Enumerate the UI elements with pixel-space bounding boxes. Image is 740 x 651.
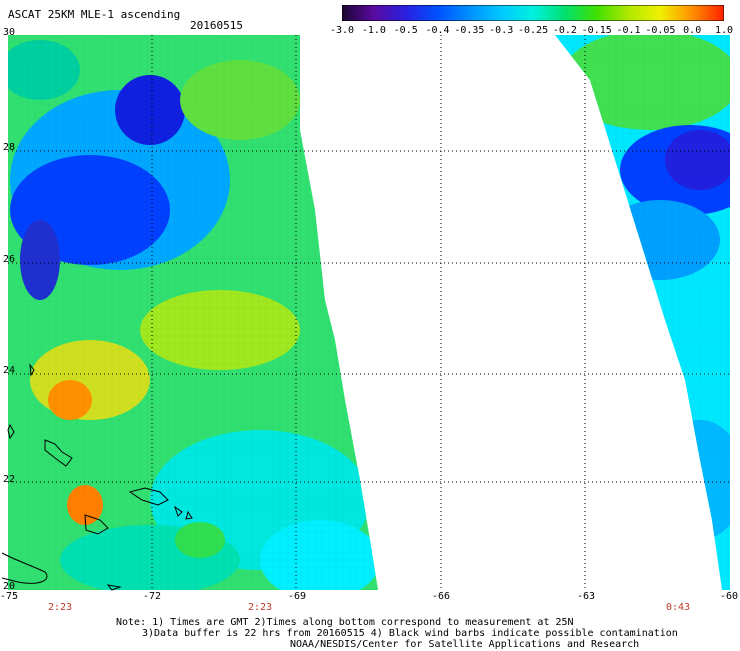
lat-label: 22	[3, 474, 16, 485]
colorbar-tick-label: -0.1	[616, 25, 641, 36]
colorbar-tick-label: 0.0	[683, 25, 702, 36]
lon-label: -75	[0, 591, 19, 602]
product-date: 20160515	[190, 19, 243, 32]
note-line-1: Note: 1) Times are GMT 2)Times along bot…	[116, 617, 574, 628]
colorbar-tick-label: -0.5	[393, 25, 418, 36]
colorbar-tick-label: -0.2	[552, 25, 577, 36]
colorbar-tick-label: -1.0	[361, 25, 386, 36]
lat-label: 24	[3, 365, 16, 376]
colorbar-tick-label: -0.05	[645, 25, 676, 36]
colorbar	[342, 5, 724, 21]
pass-time: 2:23	[48, 602, 73, 613]
colorbar-tick-label: -3.0	[330, 25, 355, 36]
coastlines	[1, 363, 193, 591]
pass-time: 2:23	[248, 602, 273, 613]
lon-label: -66	[432, 591, 451, 602]
colorbar-tick-label: 1.0	[715, 25, 734, 36]
lat-label: 26	[3, 254, 16, 265]
colorbar-tick-label: -0.25	[518, 25, 549, 36]
colorbar-tick-label: -0.15	[581, 25, 612, 36]
graticule	[8, 35, 730, 590]
pass-time: 0:43	[666, 602, 691, 613]
note-line-2: 3)Data buffer is 22 hrs from 20160515 4)…	[142, 628, 678, 639]
lon-label: -69	[288, 591, 307, 602]
lon-label: -60	[720, 591, 739, 602]
lat-label: 30	[3, 27, 16, 38]
lon-label: -72	[143, 591, 162, 602]
colorbar-tick-label: -0.4	[425, 25, 450, 36]
lon-label: -63	[577, 591, 596, 602]
lat-label: 20	[3, 581, 16, 592]
note-line-3: NOAA/NESDIS/Center for Satellite Applica…	[290, 639, 640, 650]
colorbar-gradient	[342, 5, 724, 21]
colorbar-tick-label: -0.35	[454, 25, 485, 36]
product-title: ASCAT 25KM MLE-1 ascending	[8, 8, 181, 21]
right-swath	[555, 35, 730, 590]
colorbar-tick-label: -0.3	[489, 25, 514, 36]
lat-label: 28	[3, 142, 16, 153]
